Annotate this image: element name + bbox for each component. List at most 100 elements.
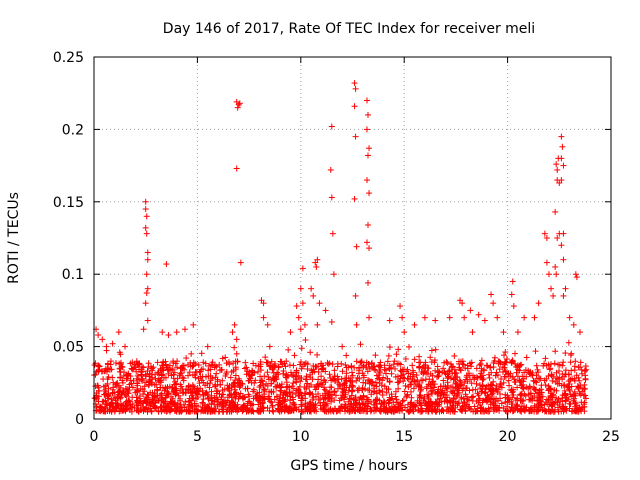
data-point [99,368,106,375]
data-point [268,380,275,387]
data-point [435,403,442,410]
x-tick-label: 25 [602,429,620,445]
data-point [282,363,289,370]
data-point [142,224,149,231]
data-point [531,314,538,321]
data-point [491,354,498,361]
data-point [495,360,502,367]
data-point [360,374,367,381]
axis-ticks [93,56,612,420]
data-point [558,133,565,140]
data-point [403,393,410,400]
data-point [434,374,441,381]
data-point [333,408,340,415]
data-point [460,402,467,409]
data-point [363,239,370,246]
data-point [164,400,171,407]
data-point [271,376,278,383]
data-point [114,379,121,386]
data-point [277,358,284,365]
data-point [366,314,373,321]
data-point [469,386,476,393]
data-point [190,383,197,390]
data-point [396,378,403,385]
data-point [318,373,325,380]
data-point [130,365,137,372]
data-point [469,372,476,379]
data-point [346,408,353,415]
data-point [429,372,436,379]
data-point [280,370,287,377]
data-point [149,374,156,381]
data-point [307,349,314,356]
data-point [165,332,172,339]
data-point [379,377,386,384]
data-point [257,373,264,380]
data-point [205,362,212,369]
data-point [353,321,360,328]
data-point [565,339,572,346]
data-point [424,371,431,378]
data-point [339,343,346,350]
data-point [266,343,273,350]
data-point [235,101,242,108]
data-point [272,361,279,368]
data-point [504,407,511,414]
data-point [553,394,560,401]
data-point [377,364,384,371]
data-point [508,291,515,298]
data-point [409,362,416,369]
data-point [270,408,277,415]
data-point [440,377,447,384]
data-point [349,372,356,379]
data-point [365,361,372,368]
data-point [372,367,379,374]
data-point [145,391,152,398]
data-point [151,381,158,388]
data-point [521,391,528,398]
data-point [559,362,566,369]
data-point [434,363,441,370]
data-point [95,384,102,391]
data-point [260,314,267,321]
data-point [303,373,310,380]
data-point [464,396,471,403]
data-point [536,375,543,382]
data-point [386,394,393,401]
data-point [117,351,124,358]
data-point [509,394,516,401]
data-point [499,369,506,376]
data-point [425,408,432,415]
data-point [95,332,102,339]
data-point [381,362,388,369]
data-point [399,407,406,414]
data-point [222,354,229,361]
data-point [264,369,271,376]
data-point [261,396,268,403]
data-point [526,408,533,415]
data-point [419,365,426,372]
data-point [525,385,532,392]
data-point [154,386,161,393]
data-point [460,395,467,402]
data-point [348,363,355,370]
data-point [166,366,173,373]
data-point [388,370,395,377]
data-point [467,307,474,314]
data-point [252,377,259,384]
data-point [421,314,428,321]
data-point [541,230,548,237]
data-point [353,243,360,250]
data-point [517,407,524,414]
data-point [376,368,383,375]
data-point [470,393,477,400]
data-point [179,374,186,381]
data-point [295,314,302,321]
data-point [496,366,503,373]
data-point [118,363,125,370]
data-point [581,408,588,415]
data-point [400,397,407,404]
data-point [500,329,507,336]
data-point [519,381,526,388]
data-point [508,404,515,411]
